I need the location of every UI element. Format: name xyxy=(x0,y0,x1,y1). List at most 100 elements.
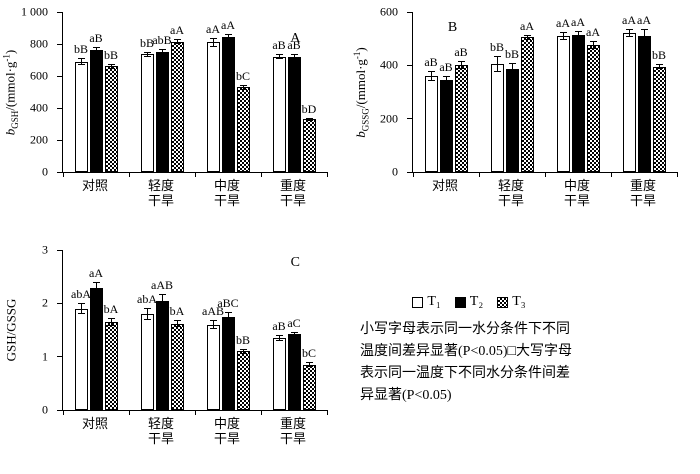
sig-label: aC xyxy=(287,315,301,330)
y-tick-label: 400 xyxy=(30,100,48,115)
legend-items: T₁ T₂ T₃ xyxy=(360,294,578,310)
legend-label: T₁ xyxy=(427,294,441,309)
category-label: 对照 xyxy=(81,178,109,193)
bar xyxy=(89,50,103,172)
plot-area: A bB aB bB bB abB aA aA aA bC aB aB bD xyxy=(57,11,328,177)
bar xyxy=(287,334,301,410)
error-bar xyxy=(107,318,115,326)
sig-label: aBC xyxy=(217,296,239,311)
category-label: 重度 干旱 xyxy=(629,178,657,208)
bar xyxy=(439,80,453,172)
bar xyxy=(424,76,438,172)
chart-panel-gssg: bGSSG/(mmol·g-1) 0 200 400 600 B aB aB aB bB bB… xyxy=(350,0,700,236)
plot-area: C abA aA bA abA aAB bA aAB aBC bB aB aC bC xyxy=(57,249,328,415)
y-tick-mark xyxy=(407,11,412,13)
y-axis-ticks: 0 200 400 600 xyxy=(350,5,406,179)
y-tick-label: 200 xyxy=(380,111,398,126)
category-label: 中度 干旱 xyxy=(563,178,591,208)
bar xyxy=(221,316,235,410)
error-bar xyxy=(427,70,435,82)
sig-label: bA xyxy=(169,304,185,319)
bar xyxy=(302,364,316,410)
error-bar xyxy=(574,30,582,39)
legend-swatch-checker xyxy=(497,296,509,308)
x-tick-mark xyxy=(195,172,196,177)
bar xyxy=(490,64,504,172)
bar xyxy=(89,288,103,410)
sig-label: bC xyxy=(301,346,317,360)
sig-label: bB xyxy=(651,48,667,62)
y-tick-mark xyxy=(57,356,62,358)
category-label: 对照 xyxy=(431,178,459,193)
sig-label: aA xyxy=(170,23,184,38)
error-bar xyxy=(173,39,181,44)
category-label: 轻度 干旱 xyxy=(497,178,525,208)
sig-label: aB xyxy=(439,60,453,74)
y-tick-mark xyxy=(57,11,62,13)
bar xyxy=(586,45,600,172)
sig-label: bA xyxy=(103,302,119,317)
y-tick-label: 400 xyxy=(380,57,398,72)
bar xyxy=(221,36,235,172)
error-bar xyxy=(275,54,283,60)
error-bar xyxy=(239,348,247,354)
bar xyxy=(622,33,636,172)
x-tick-mark xyxy=(327,172,328,177)
bar xyxy=(206,42,220,172)
bar xyxy=(520,37,534,172)
bar xyxy=(206,324,220,410)
x-tick-mark xyxy=(479,172,480,177)
x-tick-mark xyxy=(63,410,64,415)
y-tick-label: 800 xyxy=(30,36,48,51)
bar xyxy=(272,338,286,410)
category-label: 轻度 干旱 xyxy=(147,178,175,208)
y-tick-label: 2 xyxy=(42,295,48,310)
x-tick-mark xyxy=(195,410,196,415)
x-tick-mark xyxy=(677,172,678,177)
chart-panel-gsh: bGSH/(mmol·g-1) 0 200 400 600 800 1 000 A bB a… xyxy=(0,0,350,236)
plot-area: B aB aB aB bB bB aA aA aA aA aA aA bB xyxy=(407,11,678,177)
category-label: 重度 干旱 xyxy=(279,178,307,208)
bar xyxy=(140,54,154,172)
x-tick-mark xyxy=(413,172,414,177)
y-axis-ticks: 0 200 400 600 800 1 000 xyxy=(0,5,56,179)
x-axis-labels: 对照 轻度 干旱 中度 干旱 重度 干旱 xyxy=(62,178,326,214)
error-bar xyxy=(92,282,100,295)
sig-label: bB xyxy=(489,40,505,54)
error-bar xyxy=(239,84,247,90)
x-tick-mark xyxy=(327,410,328,415)
bar xyxy=(302,119,316,172)
error-bar xyxy=(305,117,313,121)
y-tick-mark xyxy=(57,43,62,45)
sig-label: abA xyxy=(71,287,91,302)
error-bar xyxy=(77,303,85,314)
bar xyxy=(155,300,169,410)
error-bar xyxy=(158,48,166,56)
error-bar xyxy=(173,320,181,327)
y-tick-mark xyxy=(407,64,412,66)
bar xyxy=(155,52,169,172)
category-label: 中度 干旱 xyxy=(213,178,241,208)
error-bar xyxy=(640,29,648,43)
sig-label: bC xyxy=(235,68,251,83)
y-tick-label: 1 000 xyxy=(21,4,48,19)
bar xyxy=(74,61,88,172)
sig-label: aA xyxy=(556,16,570,30)
bar xyxy=(652,66,666,172)
x-tick-mark xyxy=(129,410,130,415)
bar xyxy=(74,308,88,410)
sig-label: bD xyxy=(301,101,317,116)
y-tick-label: 1 xyxy=(42,349,48,364)
error-bar xyxy=(559,32,567,40)
x-axis-labels: 对照 轻度 干旱 中度 干旱 重度 干旱 xyxy=(412,178,676,214)
error-bar xyxy=(442,76,450,84)
error-bar xyxy=(493,56,501,72)
sig-label: aA xyxy=(89,266,103,280)
sig-label: aB xyxy=(287,38,301,53)
bar xyxy=(170,323,184,410)
y-tick-mark xyxy=(407,171,412,173)
x-tick-mark xyxy=(611,172,612,177)
sig-label: aA xyxy=(586,25,600,40)
x-tick-mark xyxy=(63,172,64,177)
